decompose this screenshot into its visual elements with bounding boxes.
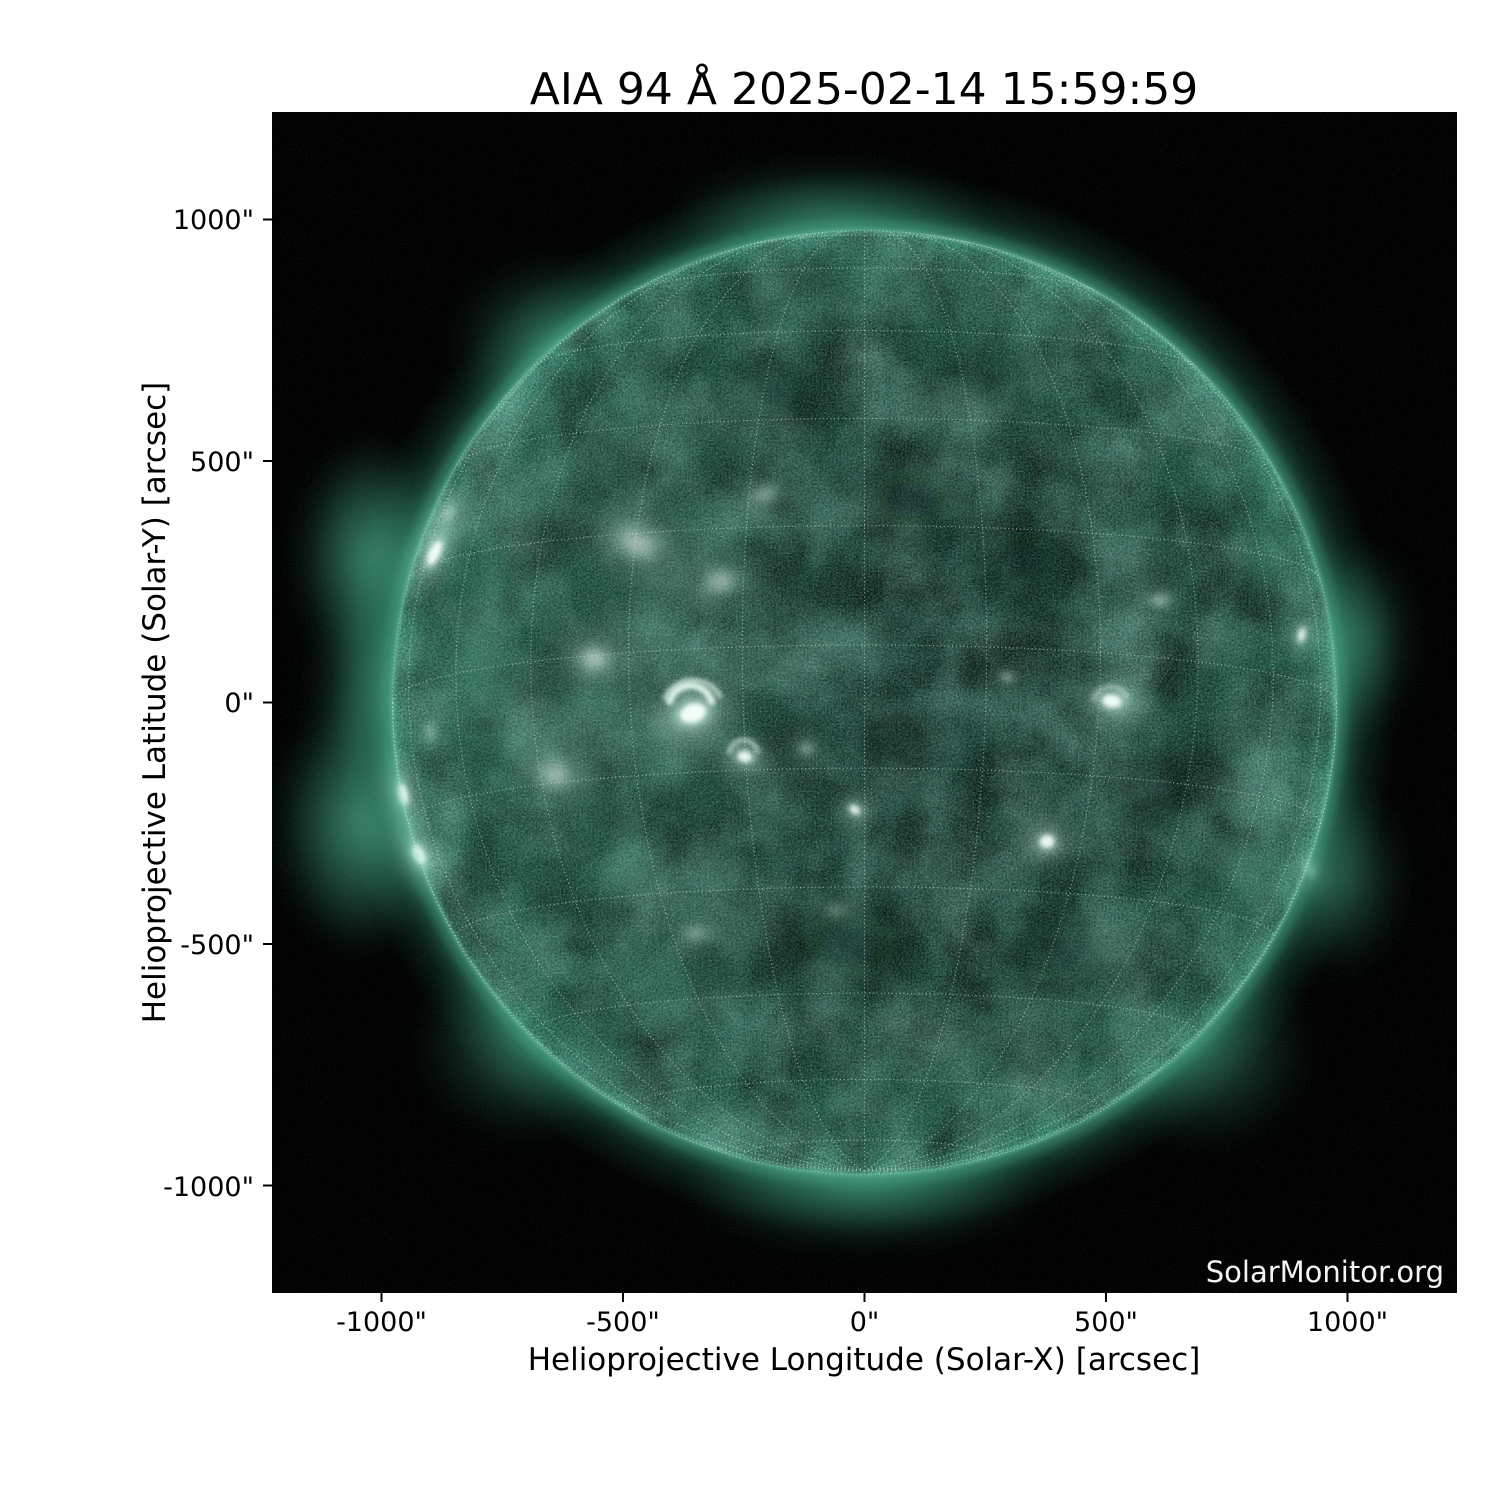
y-tick-label: 500" [190,447,254,478]
background-noise [272,112,1457,1293]
x-tick-label: -500" [586,1307,660,1338]
y-tick-label: -1000" [163,1172,254,1203]
y-tick-label: 0" [224,688,254,719]
y-tick-label: -500" [180,930,254,961]
watermark: SolarMonitor.org [1206,1255,1444,1289]
x-tick-label: -1000" [336,1307,427,1338]
x-axis: -1000" -500" 0" 500" 1000" Helioprojecti… [336,1293,1388,1378]
y-axis-label: Helioprojective Latitude (Solar-Y) [arcs… [137,382,173,1024]
plot-area: SolarMonitor.org [272,112,1457,1293]
x-axis-label: Helioprojective Longitude (Solar-X) [arc… [528,1342,1201,1378]
y-tick-label: 1000" [173,205,254,236]
x-tick-label: 0" [850,1307,880,1338]
x-tick-label: 1000" [1307,1307,1388,1338]
y-axis: 1000" 500" 0" -500" -1000" Helioprojecti… [137,205,272,1203]
x-tick-label: 500" [1074,1307,1138,1338]
page-title: AIA 94 Å 2025-02-14 15:59:59 [530,62,1199,115]
